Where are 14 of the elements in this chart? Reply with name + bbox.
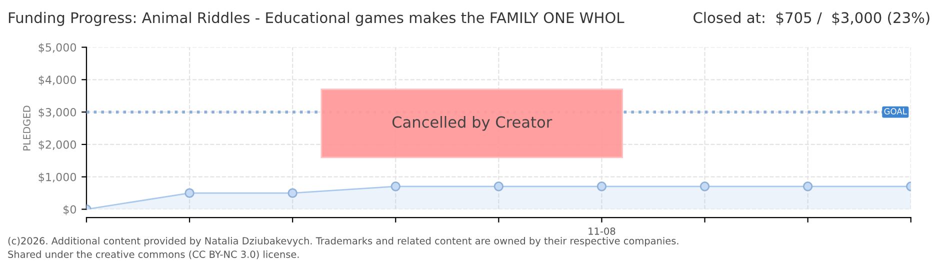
annotation: Cancelled by Creator xyxy=(392,116,552,131)
chart-title: Funding Progress: Animal Riddles - Educational games makes the FAMILY ONE WHOL xyxy=(8,12,624,26)
text: (c)2026. Additional content provided by Natalia Dziubakevych. Trademarks and related content are owned by their respective companies. xyxy=(8,236,678,246)
y-tick-label: $4,000 xyxy=(38,75,76,86)
ref-line-label: GOAL xyxy=(884,108,907,114)
y-tick-label: $5,000 xyxy=(38,43,76,54)
y-tick-label: $0 xyxy=(64,205,76,216)
y-tick-label: $1,000 xyxy=(38,172,76,183)
chart-subtitle: Closed at: $705 / $3,000 (23%) xyxy=(694,12,930,26)
y-tick-label: $3,000 xyxy=(38,108,76,118)
x-tick-label: 11-08 xyxy=(588,227,616,235)
y-axis-title: PLEDGED xyxy=(23,106,30,150)
text: Shared under the creative commons (CC BY-NC 3.0) license. xyxy=(8,250,299,260)
y-tick-label: $2,000 xyxy=(38,140,76,150)
